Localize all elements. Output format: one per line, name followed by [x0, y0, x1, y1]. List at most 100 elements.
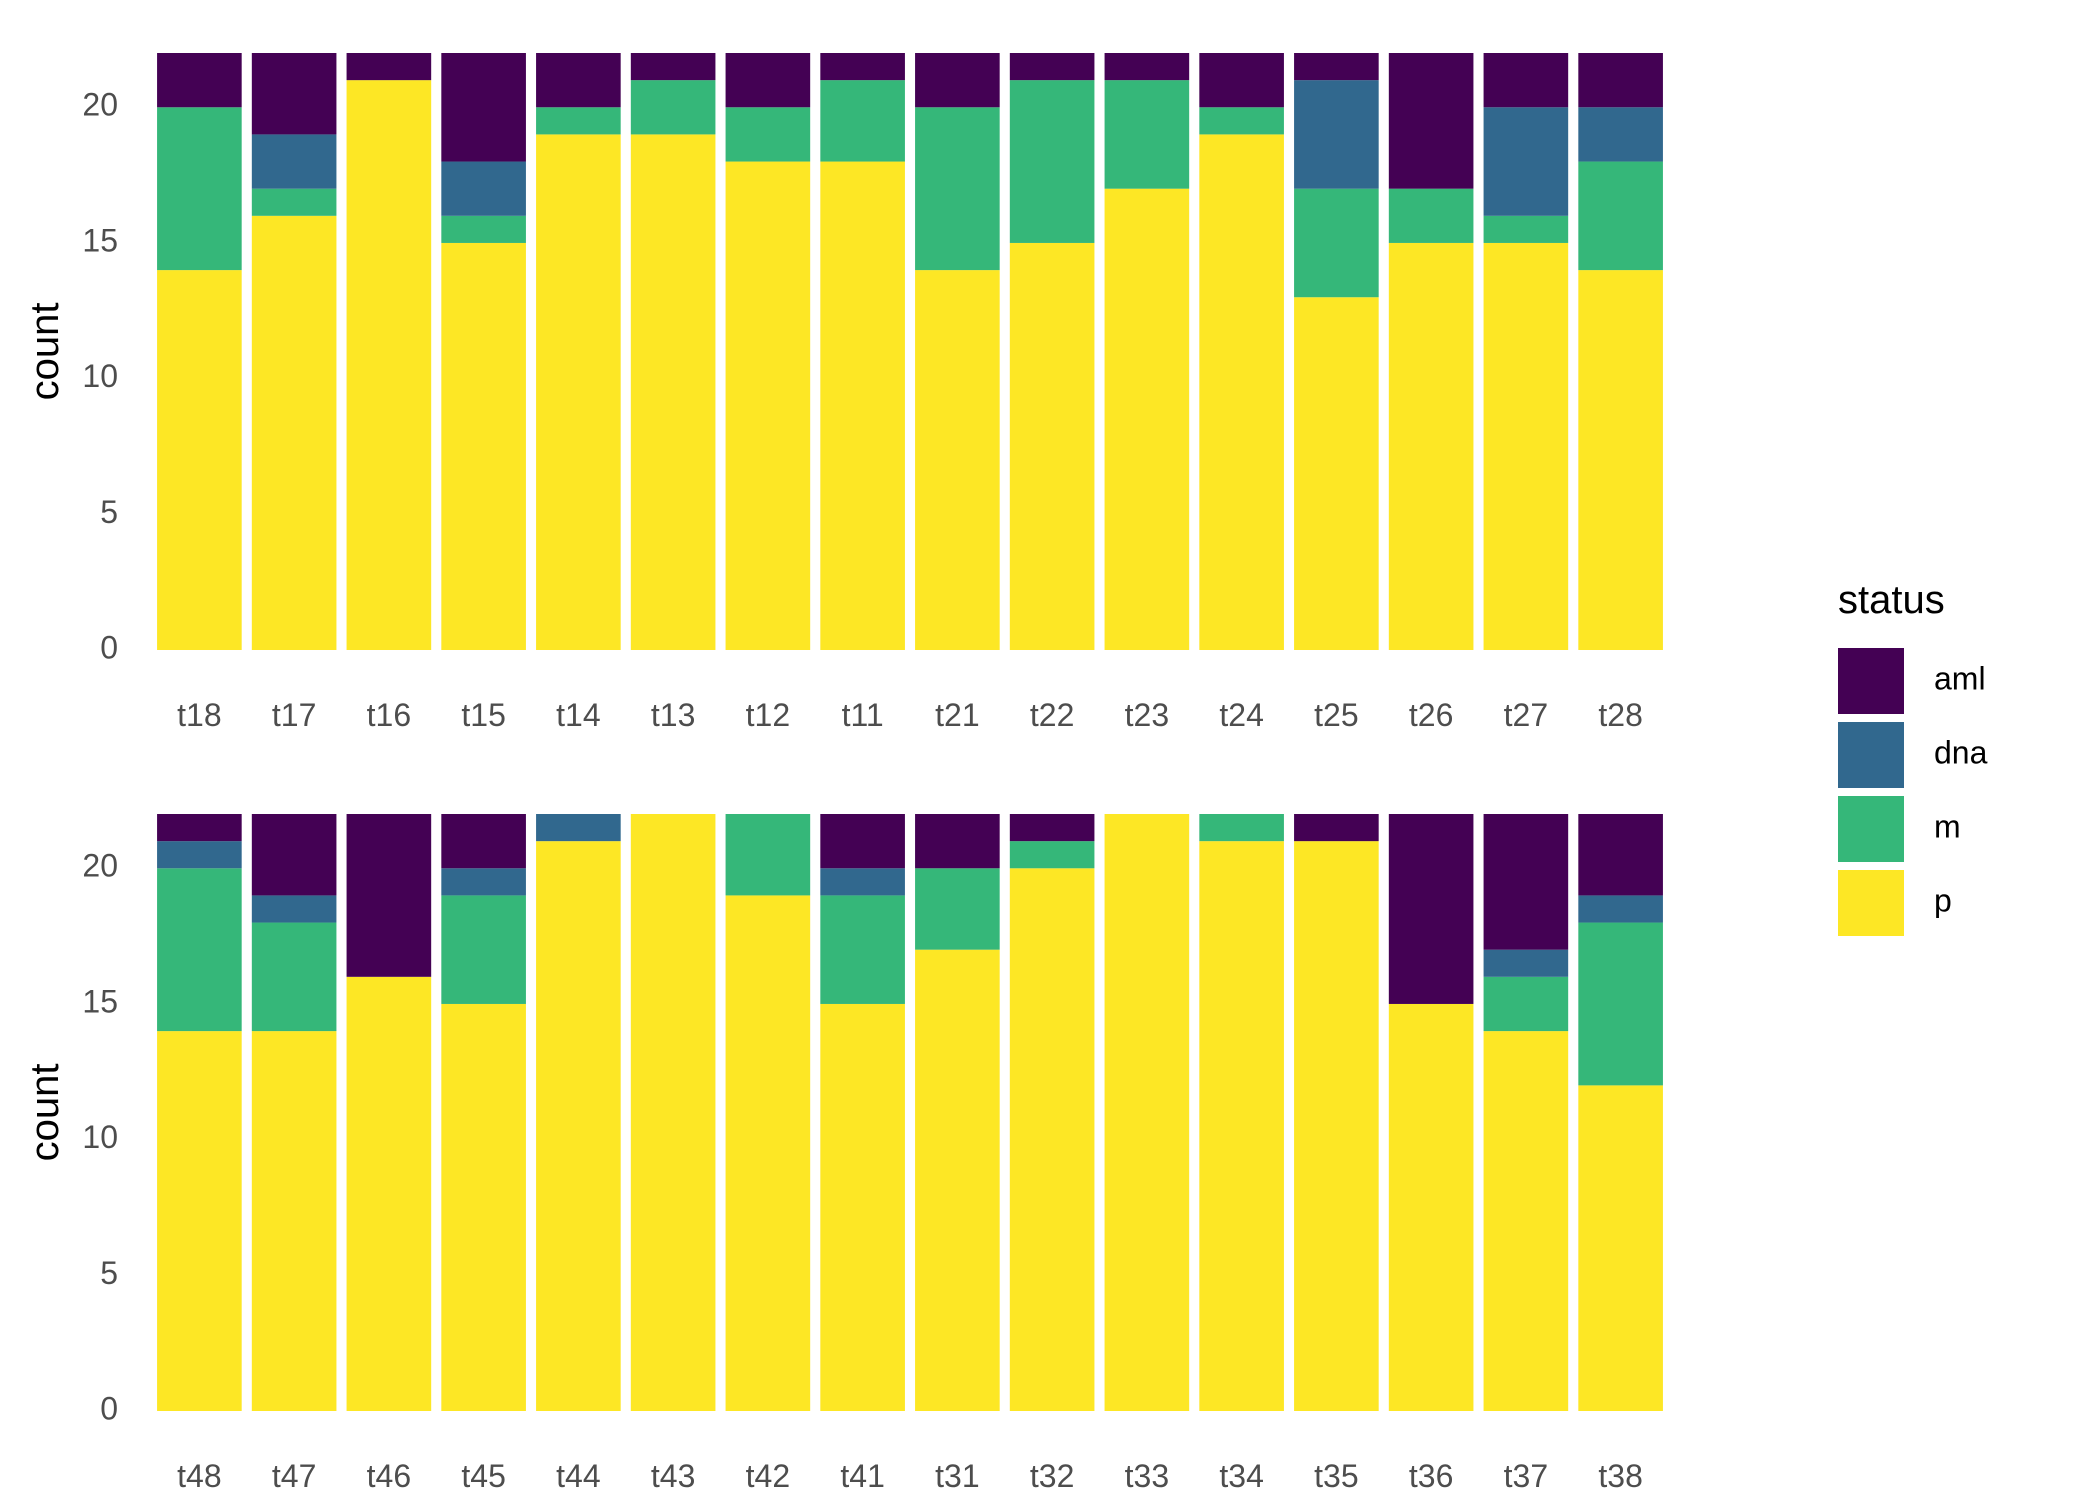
y-tick-label: 5 [100, 1255, 118, 1291]
bar-segment-t34-m [1199, 814, 1284, 842]
bar-segment-t32-p [1009, 868, 1095, 1411]
bar-segment-t17-m [251, 188, 337, 216]
bar-segment-t48-m [157, 868, 242, 1032]
bar-segment-t48-aml [157, 814, 242, 842]
bar-segment-t18-m [157, 107, 242, 271]
bar-segment-t26-aml [1388, 53, 1474, 189]
bar-segment-t48-p [157, 1031, 242, 1411]
x-tick-label-t43: t43 [651, 1458, 695, 1494]
bar-segment-t11-aml [820, 53, 905, 81]
x-tick-label-t47: t47 [272, 1458, 316, 1494]
y-tick-label: 15 [82, 983, 118, 1019]
bar-segment-t24-aml [1199, 53, 1284, 108]
bar-segment-t17-dna [251, 134, 337, 189]
x-tick-label-t42: t42 [746, 1458, 790, 1494]
y-tick-label: 10 [82, 358, 118, 394]
bar-segment-t33-p [1104, 814, 1190, 1411]
bar-segment-t37-aml [1483, 814, 1569, 950]
legend: status aml dna m p [1838, 578, 1988, 936]
bar-segment-t32-m [1009, 841, 1095, 869]
x-tick-label-t14: t14 [556, 697, 600, 733]
x-tick-label-t21: t21 [935, 697, 979, 733]
bar-segment-t31-aml [915, 814, 1000, 869]
bar-segment-t11-m [820, 80, 905, 162]
y-tick-label: 20 [82, 848, 118, 884]
bar-segment-t14-m [536, 107, 621, 135]
bar-segment-t27-aml [1483, 53, 1569, 108]
bar-segment-t44-dna [536, 814, 621, 842]
x-tick-label-t13: t13 [651, 697, 695, 733]
bar-segment-t13-p [630, 134, 716, 650]
bar-segment-t47-m [251, 922, 337, 1032]
bar-segment-t16-aml [346, 53, 432, 81]
x-tick-label-t18: t18 [177, 697, 221, 733]
bar-segment-t27-dna [1483, 107, 1569, 216]
bar-segment-t17-aml [251, 53, 337, 135]
x-tick-label-t22: t22 [1030, 697, 1074, 733]
x-tick-label-t17: t17 [272, 697, 316, 733]
legend-key-m [1838, 796, 1904, 862]
bar-segment-t28-aml [1578, 53, 1663, 108]
x-tick-label-t34: t34 [1219, 1458, 1263, 1494]
bar-segment-t48-dna [157, 841, 242, 869]
bar-segment-t14-p [536, 134, 621, 650]
bar-segment-t18-p [157, 270, 242, 650]
bar-segment-t41-p [820, 1003, 905, 1411]
bar-segment-t38-aml [1578, 814, 1663, 896]
bar-segment-t31-p [915, 949, 1000, 1411]
x-tick-label-t11: t11 [842, 697, 884, 733]
bar-segment-t26-m [1388, 188, 1474, 243]
x-tick-label-t16: t16 [367, 697, 411, 733]
bar-segment-t27-m [1483, 215, 1569, 243]
bar-segment-t13-aml [630, 53, 716, 81]
bar-segment-t32-aml [1009, 814, 1095, 842]
bar-segment-t12-aml [725, 53, 811, 108]
bar-segment-t22-m [1009, 80, 1095, 243]
bar-segment-t38-m [1578, 922, 1663, 1086]
bar-segment-t11-p [820, 161, 905, 651]
bar-segment-t28-m [1578, 161, 1663, 271]
bar-segment-t14-aml [536, 53, 621, 108]
bar-segment-t34-p [1199, 841, 1284, 1411]
x-tick-label-t46: t46 [367, 1458, 411, 1494]
bar-segment-t16-p [346, 80, 432, 650]
bar-segment-t46-p [346, 976, 432, 1411]
x-tick-label-t26: t26 [1409, 697, 1453, 733]
x-tick-label-t15: t15 [461, 697, 505, 733]
bar-segment-t24-p [1199, 134, 1284, 650]
legend-label-dna: dna [1934, 734, 1988, 770]
bar-segment-t46-aml [346, 814, 432, 977]
bar-segment-t23-aml [1104, 53, 1190, 81]
bar-segment-t12-m [725, 107, 811, 162]
bar-segment-t41-dna [820, 868, 905, 896]
x-tick-label-t37: t37 [1504, 1458, 1548, 1494]
x-tick-label-t23: t23 [1125, 697, 1169, 733]
x-tick-label-t31: t31 [935, 1458, 979, 1494]
bar-segment-t37-m [1483, 976, 1569, 1032]
bar-segment-t22-aml [1009, 53, 1095, 81]
y-tick-label: 10 [82, 1119, 118, 1155]
bar-segment-t36-p [1388, 1003, 1474, 1411]
bar-segment-t37-p [1483, 1031, 1569, 1411]
x-tick-label-t12: t12 [746, 697, 790, 733]
bar-segment-t42-m [725, 814, 811, 896]
y-axis-title: count [23, 303, 67, 401]
bar-segment-t12-p [725, 161, 811, 651]
bar-segment-t15-m [441, 215, 526, 243]
bar-segment-t31-m [915, 868, 1000, 950]
bar-segment-t47-aml [251, 814, 337, 896]
bar-segment-t26-p [1388, 242, 1474, 650]
x-tick-label-t25: t25 [1314, 697, 1358, 733]
x-tick-label-t44: t44 [556, 1458, 600, 1494]
bar-segment-t42-p [725, 895, 811, 1411]
x-tick-label-t27: t27 [1504, 697, 1548, 733]
bar-segment-t28-dna [1578, 107, 1663, 162]
bar-segment-t41-aml [820, 814, 905, 869]
x-tick-label-t24: t24 [1219, 697, 1263, 733]
bar-segment-t15-dna [441, 161, 526, 216]
bar-segment-t38-dna [1578, 895, 1663, 923]
x-tick-label-t48: t48 [177, 1458, 221, 1494]
y-axis-title: count [23, 1064, 67, 1162]
bar-segment-t13-m [630, 80, 716, 135]
bar-segment-t35-aml [1294, 814, 1379, 842]
